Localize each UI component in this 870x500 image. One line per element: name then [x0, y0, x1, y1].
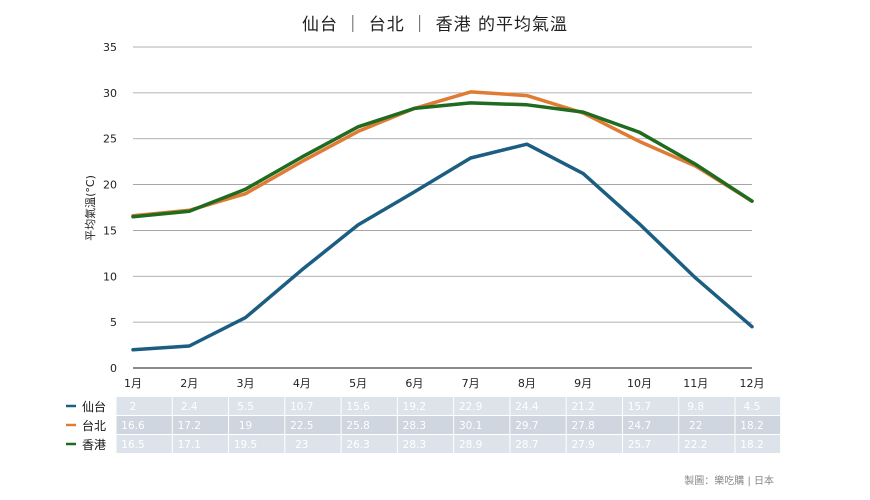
chart-title: 仙台 ｜ 台北 ｜ 香港 的平均氣溫	[301, 15, 569, 35]
y-axis-title: 平均氣溫(°C)	[83, 175, 97, 241]
table-cell: 19.5	[234, 439, 257, 451]
table-cell: 2.4	[181, 401, 198, 413]
table-cell: 4.5	[744, 401, 761, 413]
x-tick-label: 9月	[574, 377, 592, 390]
table-cell: 29.7	[515, 420, 538, 432]
legend-label: 台北	[82, 418, 106, 433]
table-cell: 22	[689, 420, 702, 432]
series-line-sendai	[131, 142, 754, 352]
table-cell: 16.5	[121, 439, 144, 451]
table-cell: 2	[130, 401, 137, 413]
x-tick-label: 3月	[237, 377, 255, 390]
table-cell: 19	[239, 420, 252, 432]
x-tick-label: 11月	[683, 377, 708, 390]
table-cell: 22.9	[459, 401, 482, 413]
table-cell: 22.5	[290, 420, 313, 432]
y-tick-label: 20	[103, 179, 117, 192]
y-tick-label: 30	[103, 87, 117, 100]
table-cell: 27.9	[571, 439, 594, 451]
y-tick-label: 35	[103, 41, 117, 54]
table-cell: 26.3	[346, 439, 369, 451]
x-tick-label: 8月	[518, 377, 536, 390]
table-cell: 28.3	[403, 420, 426, 432]
table-cell: 18.2	[740, 439, 763, 451]
table-cell: 16.6	[121, 420, 145, 432]
table-cell: 15.7	[628, 401, 651, 413]
table-cell: 27.8	[571, 420, 594, 432]
y-tick-label: 10	[103, 270, 117, 283]
x-tick-label: 2月	[180, 377, 198, 390]
x-tick-label: 1月	[124, 377, 142, 390]
y-tick-label: 25	[103, 133, 117, 146]
table-cell: 9.8	[687, 401, 704, 413]
table-row-bg	[116, 397, 781, 415]
table-cell: 28.3	[403, 439, 426, 451]
table-cell: 28.7	[515, 439, 538, 451]
table-cell: 19.2	[403, 401, 426, 413]
y-tick-label: 0	[110, 362, 117, 375]
table-cell: 17.1	[178, 439, 201, 451]
series-line-taipei	[131, 90, 754, 218]
table-cell: 15.6	[346, 401, 370, 413]
table-cell: 18.2	[740, 420, 763, 432]
x-tick-label: 4月	[293, 377, 311, 390]
table-cell: 5.5	[237, 401, 254, 413]
table-cell: 25.7	[628, 439, 651, 451]
table-cell: 23	[295, 439, 308, 451]
table-cell: 25.8	[346, 420, 369, 432]
y-tick-label: 5	[110, 316, 117, 329]
y-tick-label: 15	[103, 224, 117, 237]
legend-label: 香港	[82, 438, 106, 452]
table-row-bg	[116, 416, 781, 434]
x-tick-label: 6月	[405, 377, 423, 390]
x-tick-label: 7月	[462, 377, 480, 390]
table-cell: 30.1	[459, 420, 482, 432]
series-line-hongkong	[131, 101, 754, 219]
legend-label: 仙台	[82, 399, 106, 414]
x-tick-label: 12月	[740, 377, 765, 390]
table-cell: 17.2	[178, 420, 201, 432]
table-row-bg	[116, 435, 781, 453]
table-cell: 21.2	[571, 401, 594, 413]
table-cell: 24.7	[628, 420, 651, 432]
credit-text: 製圖：樂吃購 | 日本	[684, 476, 774, 487]
table-cell: 24.4	[515, 401, 539, 413]
x-tick-label: 5月	[349, 377, 367, 390]
table-cell: 22.2	[684, 439, 707, 451]
x-tick-label: 10月	[627, 377, 652, 390]
table-cell: 10.7	[290, 401, 313, 413]
table-cell: 28.9	[459, 439, 482, 451]
